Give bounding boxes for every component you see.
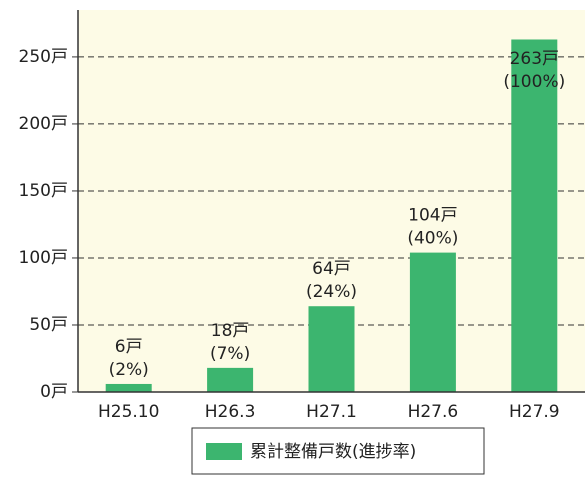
share-label: (100%) (503, 72, 565, 92)
legend-label: 累計整備戸数(進捗率) (250, 442, 416, 462)
value-label: 263戸 (510, 49, 559, 69)
y-tick-label: 200戸 (19, 114, 68, 134)
y-tick-label: 150戸 (19, 181, 68, 201)
y-tick-label: 0戸 (40, 382, 68, 402)
bar (511, 39, 558, 392)
x-tick-label: H27.6 (408, 402, 459, 422)
share-label: (7%) (210, 344, 250, 364)
bar (207, 367, 254, 392)
bar (105, 383, 152, 392)
y-tick-label: 100戸 (19, 248, 68, 268)
legend-swatch (206, 443, 242, 460)
y-tick-label: 250戸 (19, 47, 68, 67)
value-label: 104戸 (408, 206, 457, 226)
x-tick-label: H27.1 (306, 402, 357, 422)
share-label: (24%) (306, 282, 357, 302)
bar (308, 306, 355, 392)
x-tick-label: H27.9 (509, 402, 560, 422)
x-tick-label: H25.10 (98, 402, 159, 422)
bar (409, 252, 456, 392)
x-tick-label: H26.3 (205, 402, 256, 422)
share-label: (2%) (109, 360, 149, 380)
value-label: 6戸 (115, 337, 143, 357)
value-label: 18戸 (211, 321, 250, 341)
y-tick-label: 50戸 (29, 315, 68, 335)
share-label: (40%) (407, 229, 458, 249)
value-label: 64戸 (312, 259, 351, 279)
